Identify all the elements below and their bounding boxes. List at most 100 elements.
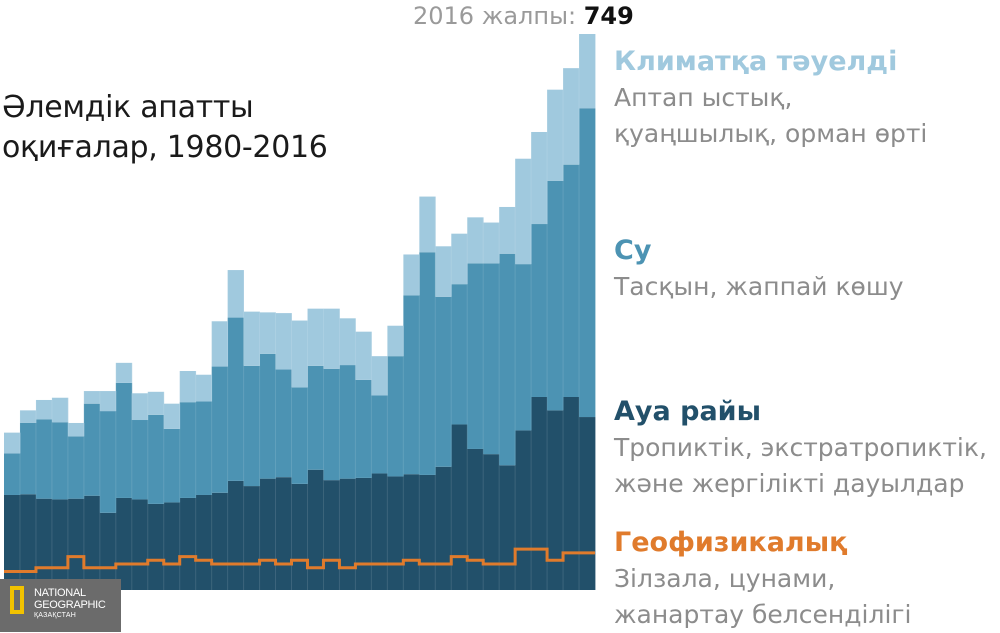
- bar-2010-series-1: [483, 564, 500, 590]
- total-value: 749: [583, 2, 634, 30]
- bar-2012-series-3: [515, 264, 532, 431]
- bar-2004-series-2: [387, 476, 404, 565]
- bar-2012-series-4: [515, 158, 532, 265]
- bar-2006-series-3: [419, 252, 436, 475]
- bar-1981-series-2: [19, 494, 37, 572]
- bar-1982-series-4: [35, 399, 53, 420]
- bar-2004-series-3: [387, 356, 404, 477]
- bar-2016-series-1: [579, 552, 596, 590]
- chart-title-line1: Әлемдік апатты: [2, 90, 254, 125]
- bar-1988-series-1: [131, 564, 149, 590]
- bar-2009-series-3: [467, 263, 484, 449]
- bar-1980-series-3: [4, 453, 21, 495]
- bar-1987-series-3: [115, 382, 133, 498]
- bar-1991-series-1: [179, 556, 197, 590]
- bar-2002-series-1: [355, 564, 372, 590]
- bar-2012-series-2: [515, 430, 532, 550]
- bar-2001-series-4: [339, 318, 356, 366]
- legend-geophysical-desc2: жанартау белсенділігі: [614, 600, 912, 629]
- bar-2010-series-3: [483, 263, 500, 455]
- bar-1996-series-1: [259, 560, 276, 590]
- bar-1991-series-2: [179, 497, 197, 557]
- bar-1992-series-4: [195, 374, 213, 402]
- bar-1984-series-4: [67, 422, 85, 437]
- bar-1983-series-3: [51, 422, 69, 500]
- bar-2000-series-4: [323, 308, 340, 369]
- bar-1983-series-4: [51, 397, 69, 423]
- bar-1999-series-3: [307, 365, 324, 470]
- bar-1999-series-4: [307, 308, 324, 366]
- bar-1993-series-2: [211, 492, 229, 565]
- bar-2003-series-1: [371, 564, 388, 590]
- bar-1994-series-1: [227, 564, 244, 590]
- bar-1997-series-4: [275, 313, 292, 370]
- bar-1993-series-3: [211, 366, 229, 493]
- bar-2013-series-4: [531, 131, 548, 225]
- bar-1983-series-2: [51, 499, 69, 568]
- bar-2007-series-2: [435, 466, 452, 565]
- bar-2003-series-2: [371, 473, 388, 565]
- bar-2005-series-1: [403, 560, 420, 590]
- total-label-text: 2016 жалпы:: [413, 2, 584, 30]
- bar-1995-series-3: [243, 365, 260, 487]
- bar-2015-series-1: [563, 552, 580, 590]
- bar-1998-series-4: [291, 320, 308, 388]
- bar-1992-series-3: [195, 401, 213, 495]
- bar-1986-series-2: [99, 512, 117, 568]
- bar-1992-series-2: [195, 494, 213, 561]
- bar-2008-series-3: [451, 284, 468, 425]
- legend-water-desc1: Тасқын, жаппай көшу: [614, 272, 904, 301]
- bar-1991-series-4: [179, 371, 197, 403]
- bar-2014-series-3: [547, 180, 564, 411]
- bar-1982-series-2: [35, 498, 53, 568]
- bar-2011-series-3: [499, 253, 516, 466]
- bar-1989-series-4: [147, 391, 165, 415]
- legend-climate-desc1: Аптап ыстық,: [614, 83, 793, 112]
- chart-plot-area: [4, 34, 596, 590]
- bar-2004-series-1: [387, 564, 404, 590]
- bar-1985-series-4: [83, 391, 101, 404]
- bar-1994-series-3: [227, 317, 244, 481]
- bar-1986-series-4: [99, 391, 117, 412]
- bar-1981-series-4: [19, 410, 37, 423]
- bar-2007-series-3: [435, 296, 452, 467]
- bar-1998-series-3: [291, 387, 308, 484]
- legend-geophysical-name: Геофизикалық: [614, 527, 848, 558]
- bar-1990-series-1: [163, 564, 181, 590]
- bar-1985-series-2: [83, 495, 101, 568]
- geophysical-line: [4, 547, 595, 573]
- bar-2003-series-4: [371, 356, 388, 396]
- bar-2015-series-3: [563, 164, 580, 397]
- legend-climate: Климатқа тәуелді Аптап ыстық, қуаңшылық,…: [614, 44, 927, 152]
- bar-2013-series-2: [531, 397, 548, 550]
- bar-1991-series-3: [179, 402, 197, 498]
- bar-2015-series-2: [563, 397, 580, 553]
- bar-2001-series-2: [339, 478, 356, 568]
- bar-2003-series-3: [371, 395, 388, 474]
- bar-2000-series-1: [323, 560, 340, 590]
- bar-2009-series-4: [467, 217, 484, 264]
- bar-1990-series-2: [163, 502, 181, 565]
- bar-2010-series-2: [483, 454, 500, 565]
- bar-1994-series-4: [227, 270, 244, 318]
- bar-2016-series-2: [579, 417, 596, 553]
- bar-2008-series-1: [451, 556, 468, 590]
- bar-1990-series-3: [163, 428, 181, 503]
- legend-weather: Ауа райы Тропиктік, экстратропиктік, жән…: [614, 394, 987, 502]
- bar-2013-series-3: [531, 224, 548, 397]
- bar-2012-series-1: [515, 549, 532, 590]
- bar-1990-series-4: [163, 403, 181, 429]
- bar-1999-series-1: [307, 567, 324, 590]
- legend-weather-desc1: Тропиктік, экстратропиктік,: [614, 433, 987, 462]
- bar-1980-series-2: [4, 494, 21, 572]
- bar-1981-series-3: [19, 422, 37, 495]
- bar-2014-series-4: [547, 89, 564, 181]
- bar-2011-series-4: [499, 206, 516, 254]
- yellow-frame-icon: [10, 586, 24, 614]
- bar-2014-series-1: [547, 560, 564, 590]
- bar-1996-series-2: [259, 478, 276, 561]
- bar-2008-series-4: [451, 233, 468, 285]
- bar-2013-series-1: [531, 549, 548, 590]
- bar-1985-series-3: [83, 403, 101, 496]
